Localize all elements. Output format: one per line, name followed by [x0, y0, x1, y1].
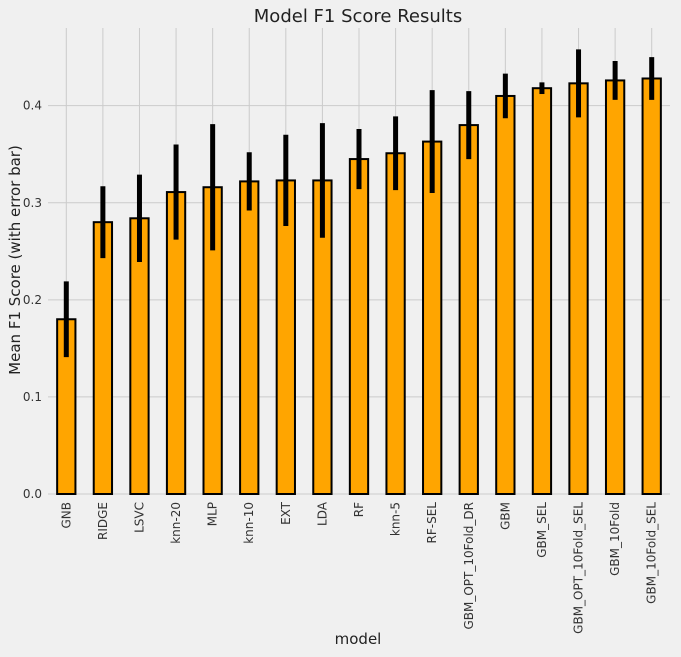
y-tick-label: 0.4 — [23, 99, 42, 113]
x-tick-label: knn-5 — [389, 502, 403, 536]
x-tick-label: LSVC — [132, 502, 146, 533]
x-tick-label: GNB — [59, 502, 73, 529]
y-tick-label: 0.1 — [23, 390, 42, 404]
x-tick-label: RF-SEL — [425, 502, 439, 544]
x-tick-label: GBM — [498, 502, 512, 530]
x-tick-label: knn-20 — [169, 502, 183, 544]
bar — [348, 158, 370, 495]
y-axis-label: Mean F1 Score (with error bar) — [6, 145, 24, 375]
bar — [568, 82, 589, 496]
x-tick-label: GBM_OPT_10Fold_SEL — [572, 502, 586, 634]
error-bars — [63, 49, 655, 358]
x-tick-labels: GNB RIDGE LSVC knn-20 MLP knn-10 EXT LDA RF knn-5… — [59, 501, 658, 634]
bar — [239, 180, 260, 495]
chart-title: Model F1 Score Results — [254, 6, 462, 27]
x-tick-label: EXT — [279, 501, 293, 525]
y-tick-labels: 0.0 0.1 0.2 0.3 0.4 — [23, 99, 42, 501]
bar — [458, 124, 479, 495]
bar — [495, 94, 516, 495]
bar — [92, 221, 114, 496]
x-tick-label: knn-10 — [242, 502, 256, 544]
bar — [275, 179, 296, 495]
x-tick-label: RIDGE — [96, 502, 110, 540]
x-tick-label: GBM_10Fold — [608, 502, 622, 576]
x-tick-label: LDA — [315, 501, 329, 526]
x-tick-label: GBM_10Fold_SEL — [645, 502, 659, 604]
y-tick-label: 0.3 — [23, 196, 42, 210]
bar — [422, 140, 443, 495]
bar — [385, 152, 406, 496]
x-axis-label: model — [335, 630, 382, 648]
x-tick-label: RF — [352, 502, 366, 517]
bar — [531, 87, 553, 495]
bar — [641, 77, 662, 495]
x-tick-label: MLP — [206, 502, 220, 526]
x-tick-label: GBM_SEL — [535, 502, 549, 558]
bar — [604, 79, 626, 496]
y-tick-label: 0.2 — [23, 293, 42, 307]
bars — [56, 77, 662, 496]
y-tick-label: 0.0 — [23, 487, 42, 501]
x-tick-label: GBM_OPT_10Fold_DR — [462, 502, 476, 630]
